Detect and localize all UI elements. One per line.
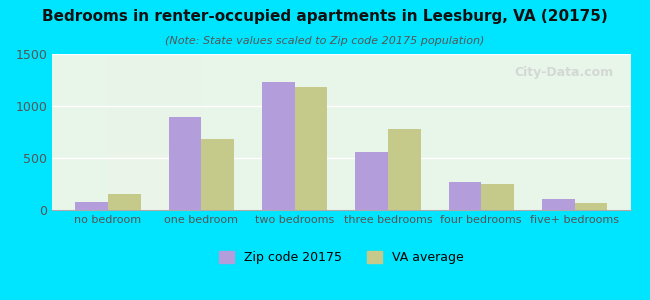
Bar: [575, 203, 607, 210]
Bar: [75, 202, 108, 210]
Text: Bedrooms in renter-occupied apartments in Leesburg, VA (20175): Bedrooms in renter-occupied apartments i…: [42, 9, 608, 24]
Bar: [262, 82, 294, 210]
Bar: [448, 182, 481, 210]
Legend: Zip code 20175, VA average: Zip code 20175, VA average: [214, 246, 469, 269]
Bar: [388, 129, 421, 210]
Bar: [168, 117, 202, 210]
Bar: [356, 152, 388, 210]
Text: City-Data.com: City-Data.com: [514, 67, 613, 80]
Bar: [202, 139, 234, 210]
Bar: [108, 194, 140, 210]
Bar: [481, 184, 514, 210]
Bar: [294, 87, 327, 210]
Bar: [542, 199, 575, 210]
Text: (Note: State values scaled to Zip code 20175 population): (Note: State values scaled to Zip code 2…: [165, 36, 485, 46]
